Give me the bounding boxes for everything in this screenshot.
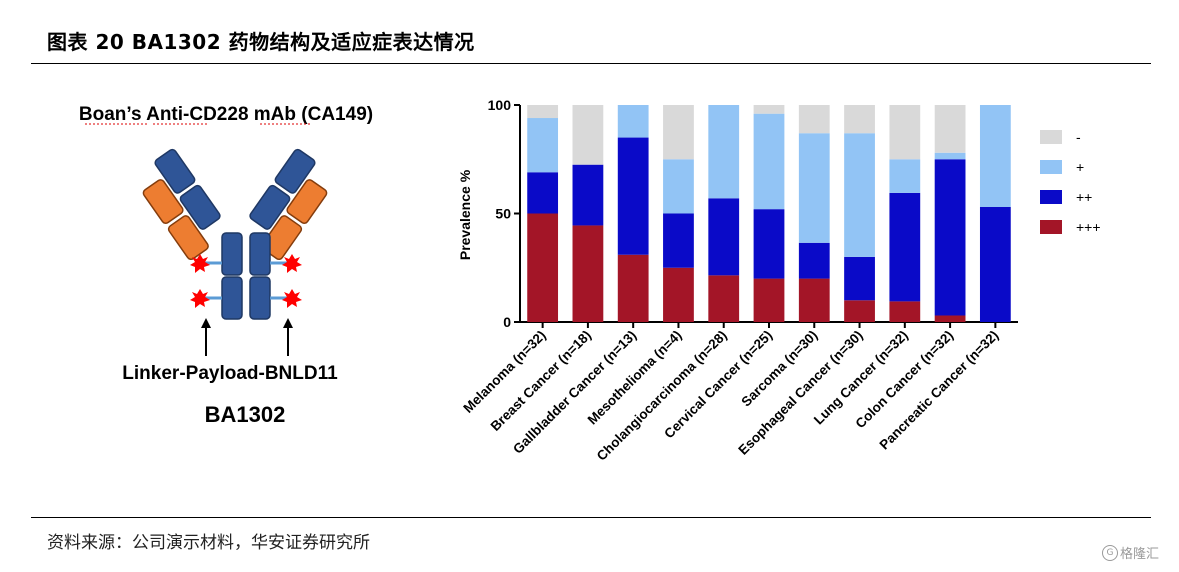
antibody-diagram: Boan’s Anti-CD228 mAb (CA149) Linker-Pay…: [79, 104, 373, 427]
bar-segment: [708, 105, 740, 199]
antibody-title: Boan’s Anti-CD228 mAb (CA149): [79, 104, 373, 125]
payload-burst: [190, 254, 210, 273]
bar-segment: [889, 159, 921, 193]
arrow-left-head: [201, 318, 211, 328]
light-chain-vl: [286, 179, 328, 225]
legend: -++++++: [1040, 129, 1101, 235]
bar-segment: [572, 164, 604, 226]
bar-segment: [753, 209, 785, 279]
bar-segment: [844, 133, 875, 257]
bars: [527, 105, 1011, 322]
fc-right-ch3: [249, 276, 271, 320]
fc-right-ch2: [249, 232, 271, 276]
watermark-text: 格隆汇: [1120, 547, 1160, 562]
legend-label: -: [1076, 129, 1081, 145]
bar-segment: [753, 113, 785, 210]
arrow-right-head: [283, 318, 293, 328]
fc-left-ch2: [221, 232, 243, 276]
linker-payload-label: Linker-Payload-BNLD11: [122, 363, 338, 384]
heavy-chain-vh: [274, 148, 316, 194]
source-note: 资料来源：公司演示材料，华安证券研究所: [47, 533, 370, 553]
bar-segment: [798, 105, 830, 134]
light-chain-cl: [167, 215, 209, 261]
y-tick-label: 0: [503, 314, 511, 330]
legend-swatch: [1040, 220, 1062, 234]
legend-label: +++: [1076, 219, 1101, 235]
legend-label: ++: [1076, 189, 1092, 205]
bar-segment: [708, 275, 740, 322]
bar-segment: [617, 105, 649, 138]
payload-burst: [282, 254, 302, 273]
bar-segment: [889, 105, 921, 160]
bar-segment: [572, 225, 604, 322]
bar-segment: [844, 256, 875, 301]
bar-segment: [979, 105, 1011, 207]
bar-segment: [934, 315, 966, 322]
bar-segment: [753, 105, 785, 114]
bar-segment: [527, 105, 559, 119]
legend-label: +: [1076, 159, 1084, 175]
right-fab-arm: [249, 148, 328, 261]
bar-segment: [663, 213, 694, 268]
drug-name: BA1302: [205, 402, 286, 427]
y-tick-label: 100: [488, 97, 512, 113]
heavy-chain-ch1: [179, 184, 221, 230]
prevalence-chart: Prevalence % 0 50 100 Melanoma (n=32)Breas…: [457, 97, 1101, 464]
left-fab-arm: [142, 148, 221, 261]
bar-segment: [934, 159, 966, 316]
y-axis-label: Prevalence %: [457, 169, 473, 260]
heavy-chain-ch1: [249, 184, 291, 230]
watermark: G 格隆汇: [1102, 543, 1159, 562]
heavy-chain-vh: [154, 148, 196, 194]
bar-segment: [934, 105, 966, 153]
legend-swatch: [1040, 190, 1062, 204]
bar-segment: [708, 198, 740, 276]
bar-segment: [663, 159, 694, 214]
bar-segment: [798, 278, 830, 322]
light-chain-vl: [142, 179, 184, 225]
bar-segment: [889, 192, 921, 302]
bar-segment: [889, 301, 921, 322]
bar-segment: [844, 105, 875, 134]
bar-segment: [617, 137, 649, 255]
x-tick-label: Sarcoma (n=30): [738, 328, 820, 410]
bar-segment: [617, 254, 649, 322]
bar-segment: [979, 206, 1011, 322]
bottom-rule: [31, 517, 1151, 518]
payload-burst: [282, 289, 302, 308]
fc-left-ch3: [221, 276, 243, 320]
x-axis-labels: Melanoma (n=32)Breast Cancer (n=18)Gallb…: [460, 322, 1001, 464]
legend-swatch: [1040, 130, 1062, 144]
bar-segment: [572, 105, 604, 165]
bar-segment: [663, 267, 694, 322]
bar-segment: [934, 152, 966, 160]
payload-burst: [190, 289, 210, 308]
bar-segment: [753, 278, 785, 322]
top-rule: [31, 63, 1151, 64]
bar-segment: [844, 300, 875, 322]
bar-segment: [527, 172, 559, 214]
bar-segment: [798, 133, 830, 243]
bar-segment: [663, 105, 694, 160]
x-tick-label: Melanoma (n=32): [460, 328, 548, 416]
figure-title: 图表 20 BA1302 药物结构及适应症表达情况: [47, 30, 475, 54]
y-tick-label: 50: [495, 206, 511, 222]
bar-segment: [798, 242, 830, 279]
legend-swatch: [1040, 160, 1062, 174]
gelonghui-logo-icon: G: [1102, 544, 1118, 561]
bar-segment: [527, 118, 559, 173]
bar-segment: [527, 213, 559, 322]
